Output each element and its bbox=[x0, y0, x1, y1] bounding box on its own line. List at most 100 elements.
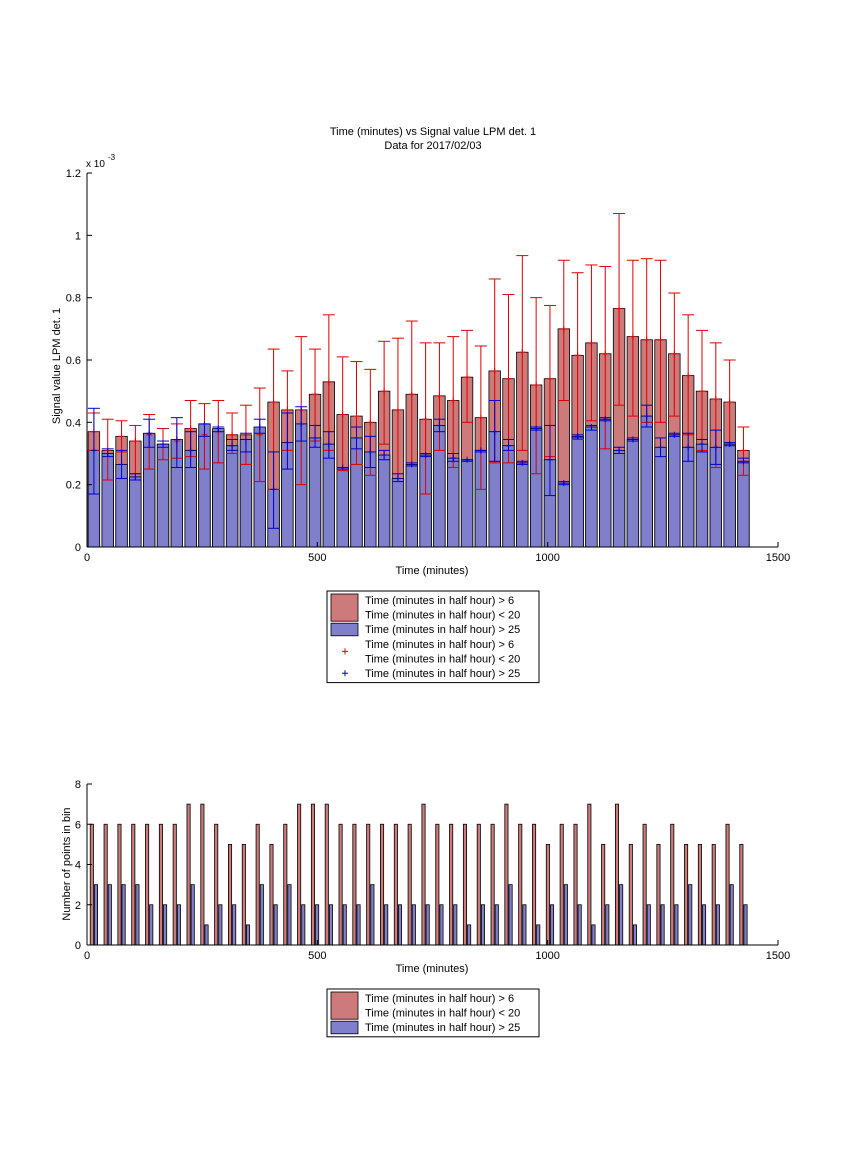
chart-1-errorbar-s0-38 bbox=[613, 213, 626, 406]
chart-1-errorbar-s1-16 bbox=[309, 424, 322, 448]
chart-2-bar-s1-16 bbox=[315, 904, 320, 946]
chart-2-bar-s0-24 bbox=[421, 803, 426, 946]
chart-2-bar-s1-38 bbox=[619, 884, 624, 946]
chart-1-errorbar-s0-42 bbox=[668, 292, 681, 417]
chart-1-errorbar-s1-44 bbox=[695, 438, 708, 453]
chart-1-errorbar-s0-28 bbox=[474, 345, 487, 490]
chart-1-legend-label-0-1: Time (minutes in half hour) < 20 bbox=[365, 610, 520, 622]
chart-2-bar-s1-44 bbox=[702, 904, 707, 946]
chart-1-y-exponent-base: x 10 bbox=[86, 159, 105, 170]
chart-1-y-tick-label: 0.2 bbox=[66, 480, 81, 492]
chart-1-errorbar-s1-17 bbox=[322, 431, 335, 459]
chart-1-errorbar-s0-27 bbox=[461, 329, 474, 423]
chart-2-bar-s0-11 bbox=[241, 843, 246, 946]
chart-2-bar-s1-26 bbox=[453, 904, 458, 946]
chart-2-bar-s0-9 bbox=[214, 823, 219, 946]
chart-2-bar-s1-35 bbox=[577, 904, 582, 946]
chart-1-errorbar-s0-26 bbox=[447, 336, 460, 469]
chart-1-bar-s1-31 bbox=[516, 462, 529, 548]
chart-1-errorbar-s1-38 bbox=[613, 446, 626, 454]
chart-2-bar-s0-14 bbox=[283, 823, 288, 946]
chart-1-y-tick-label: 0.4 bbox=[66, 417, 81, 429]
chart-2-bar-s0-42 bbox=[670, 823, 675, 946]
chart-2-bar-s1-10 bbox=[232, 904, 237, 946]
chart-2-bar-s1-29 bbox=[494, 904, 499, 946]
chart-1-bar-s1-44 bbox=[695, 443, 709, 548]
chart-2-legend-label-0-0: Time (minutes in half hour) > 6 bbox=[365, 993, 514, 1005]
chart-1-legend-label-1-0: Time (minutes in half hour) > 25 bbox=[365, 624, 520, 636]
chart-1-legend-marker-3 bbox=[342, 670, 348, 677]
chart-1-errorbar-s1-40 bbox=[640, 404, 653, 428]
chart-2-bar-s1-46 bbox=[729, 884, 734, 946]
chart-2-bar-s1-12 bbox=[259, 884, 264, 946]
chart-1-x-tick-label: 0 bbox=[84, 552, 90, 564]
chart-1-errorbar-s0-36 bbox=[585, 264, 598, 422]
chart-2-bar-s0-18 bbox=[338, 823, 343, 946]
chart-2-bar-s0-35 bbox=[573, 823, 578, 946]
chart-2-bar-s1-27 bbox=[467, 924, 472, 946]
chart-2-bar-s1-19 bbox=[356, 904, 361, 946]
chart-2-bar-s1-1 bbox=[107, 884, 112, 946]
chart-1-bar-s1-10 bbox=[225, 445, 239, 548]
chart-2-bar-s0-2 bbox=[117, 823, 122, 946]
chart-1-errorbar-s0-30 bbox=[502, 294, 515, 464]
chart-1-errorbar-s1-20 bbox=[364, 435, 377, 469]
chart-2-bar-s1-31 bbox=[522, 904, 527, 946]
chart-1-errorbar-s1-28 bbox=[474, 447, 487, 454]
chart-2-bar-s0-36 bbox=[587, 803, 592, 946]
chart-1-errorbar-s1-43 bbox=[682, 432, 695, 462]
chart-2-bar-s1-7 bbox=[190, 884, 195, 946]
chart-2-bar-s1-18 bbox=[342, 904, 347, 946]
chart-2-legend-box bbox=[326, 988, 540, 1038]
chart-2-y-tick-label: 4 bbox=[75, 860, 81, 872]
chart-2-bar-s0-37 bbox=[601, 843, 606, 946]
chart-2-bar-s1-14 bbox=[287, 884, 292, 946]
chart-2-bar-s0-21 bbox=[380, 823, 385, 946]
chart-2-x-tick-label: 0 bbox=[84, 950, 90, 962]
chart-1-x-axis-label: Time (minutes) bbox=[396, 565, 469, 577]
chart-1-errorbar-s1-39 bbox=[626, 436, 639, 443]
chart-1-errorbar-s1-5 bbox=[157, 440, 170, 448]
chart-1-errorbar-s1-1 bbox=[101, 448, 114, 458]
chart-2-bar-s1-13 bbox=[273, 904, 278, 946]
chart-1-errorbar-s1-34 bbox=[557, 480, 570, 487]
chart-2-bar-s0-3 bbox=[131, 823, 136, 946]
chart-2-bar-s1-41 bbox=[660, 904, 665, 946]
chart-1-bar-s1-22 bbox=[391, 478, 405, 548]
chart-1-y-tick-label: 0 bbox=[75, 542, 81, 554]
chart-1-bar-s1-23 bbox=[405, 464, 418, 548]
chart-2-bar-s0-44 bbox=[697, 843, 702, 946]
chart-2-bar-s0-38 bbox=[614, 803, 620, 946]
chart-1-bar-s1-21 bbox=[377, 454, 391, 548]
chart-2-bar-s0-46 bbox=[725, 823, 730, 946]
chart-1-errorbar-s1-45 bbox=[709, 429, 722, 465]
chart-1-bar-s1-46 bbox=[723, 443, 736, 548]
chart-1-bar-s1-38 bbox=[612, 449, 626, 548]
chart-2-bar-s1-0 bbox=[93, 884, 98, 946]
chart-1-errorbar-s1-3 bbox=[129, 473, 142, 481]
chart-1-errorbar-s1-31 bbox=[516, 459, 529, 466]
chart-2-legend-swatch-0 bbox=[330, 991, 359, 1020]
chart-1-errorbar-s1-8 bbox=[198, 420, 211, 437]
chart-2-bar-s0-39 bbox=[628, 843, 633, 946]
chart-1-bar-s1-40 bbox=[640, 415, 653, 548]
chart-2-bar-s1-47 bbox=[743, 904, 748, 946]
chart-1-errorbar-s1-27 bbox=[461, 456, 474, 463]
chart-1-errorbar-s1-32 bbox=[530, 425, 543, 432]
chart-1-legend-label-0-0: Time (minutes in half hour) > 6 bbox=[365, 595, 514, 607]
chart-1-errorbar-s1-14 bbox=[281, 412, 294, 470]
chart-1-errorbar-s1-21 bbox=[378, 449, 391, 461]
chart-1-bar-s1-43 bbox=[682, 446, 695, 548]
chart-2-bar-s0-16 bbox=[310, 803, 315, 946]
chart-1-errorbar-s1-26 bbox=[447, 453, 460, 462]
chart-2-bar-s0-6 bbox=[172, 823, 177, 946]
chart-1-errorbar-s1-46 bbox=[723, 441, 736, 448]
chart-1-bar-s1-39 bbox=[626, 439, 640, 548]
chart-2-bar-s0-34 bbox=[559, 823, 564, 946]
chart-1-bar-s1-26 bbox=[447, 457, 460, 548]
chart-1-y-exponent-power: -3 bbox=[108, 153, 116, 162]
chart-2-bar-s1-9 bbox=[218, 904, 223, 946]
chart-2-bar-s1-36 bbox=[591, 924, 596, 946]
chart-1-errorbar-s1-30 bbox=[502, 438, 515, 451]
chart-2-bar-s1-11 bbox=[245, 924, 251, 946]
